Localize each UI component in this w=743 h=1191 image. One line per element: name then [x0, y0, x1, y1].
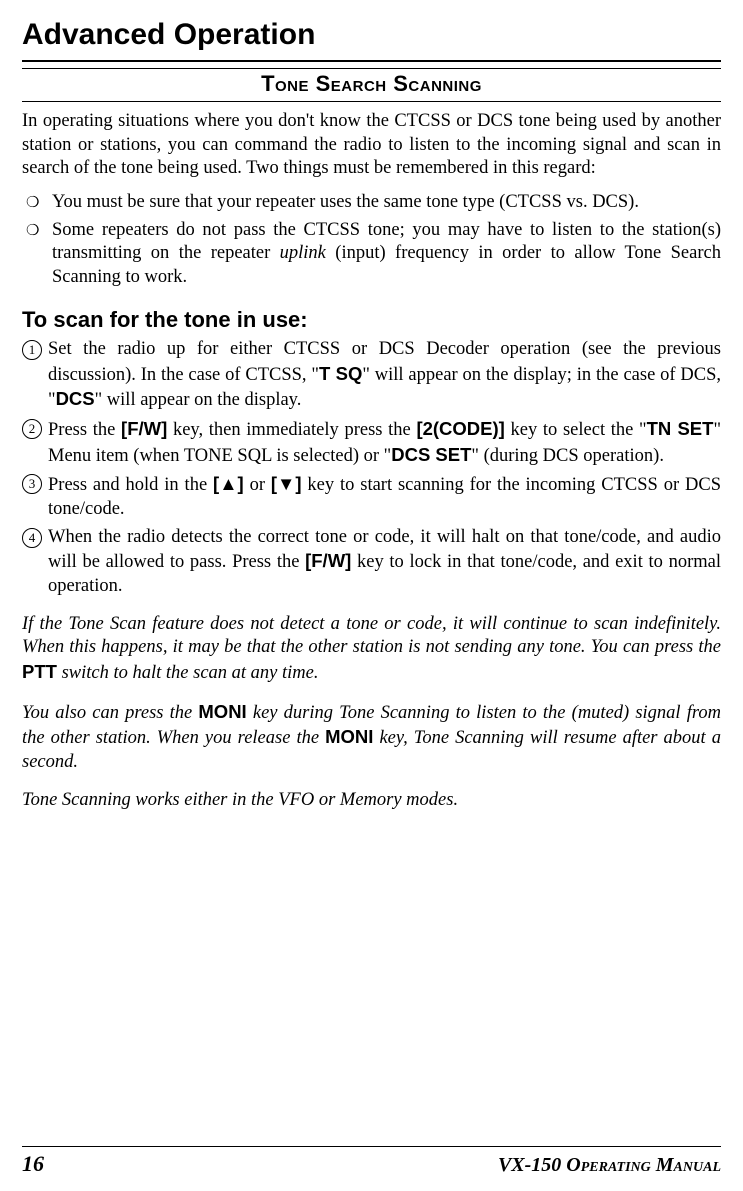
- key-down: [▼]: [271, 473, 302, 494]
- display-text-dcsset: DCS SET: [391, 444, 471, 465]
- display-text-tnset: TN SET: [647, 418, 714, 439]
- section-heading-box: Tone Search Scanning: [22, 68, 721, 102]
- section-heading: Tone Search Scanning: [22, 69, 721, 101]
- manual-page: Advanced Operation Tone Search Scanning …: [0, 0, 743, 1191]
- key-fw: [F/W]: [305, 550, 351, 571]
- list-item: Set the radio up for either CTCSS or DCS…: [22, 338, 721, 413]
- key-2code: [2(CODE)]: [416, 418, 504, 439]
- list-item: Some repeaters do not pass the CTCSS ton…: [22, 219, 721, 290]
- reminder-list: You must be sure that your repeater uses…: [22, 191, 721, 290]
- page-number: 16: [22, 1151, 44, 1177]
- list-item: Press the [F/W] key, then immediately pr…: [22, 417, 721, 468]
- list-item: You must be sure that your repeater uses…: [22, 191, 721, 215]
- manual-title: VX-150 Operating Manual: [498, 1154, 721, 1177]
- step-list: Set the radio up for either CTCSS or DCS…: [22, 338, 721, 599]
- body-text: In operating situations where you don't …: [22, 110, 721, 812]
- key-moni: MONI: [198, 701, 246, 722]
- display-text-dcs: DCS: [56, 388, 95, 409]
- list-item: When the radio detects the correct tone …: [22, 526, 721, 599]
- title-rule: [22, 60, 721, 62]
- list-item: Press and hold in the [▲] or [▼] key to …: [22, 472, 721, 521]
- note-paragraph: You also can press the MONI key during T…: [22, 700, 721, 775]
- key-up: [▲]: [213, 473, 244, 494]
- subsection-heading: To scan for the tone in use:: [22, 306, 721, 334]
- key-fw: [F/W]: [121, 418, 167, 439]
- footer-rule: [22, 1146, 721, 1147]
- note-paragraph: If the Tone Scan feature does not detect…: [22, 613, 721, 686]
- display-text-tsq: T SQ: [319, 363, 362, 384]
- page-footer: 16 VX-150 Operating Manual: [22, 1146, 721, 1177]
- intro-paragraph: In operating situations where you don't …: [22, 110, 721, 181]
- triangle-up-icon: ▲: [219, 472, 237, 496]
- note-paragraph: Tone Scanning works either in the VFO or…: [22, 789, 721, 813]
- key-ptt: PTT: [22, 661, 57, 682]
- page-title: Advanced Operation: [22, 18, 721, 52]
- triangle-down-icon: ▼: [277, 472, 295, 496]
- key-moni: MONI: [325, 726, 373, 747]
